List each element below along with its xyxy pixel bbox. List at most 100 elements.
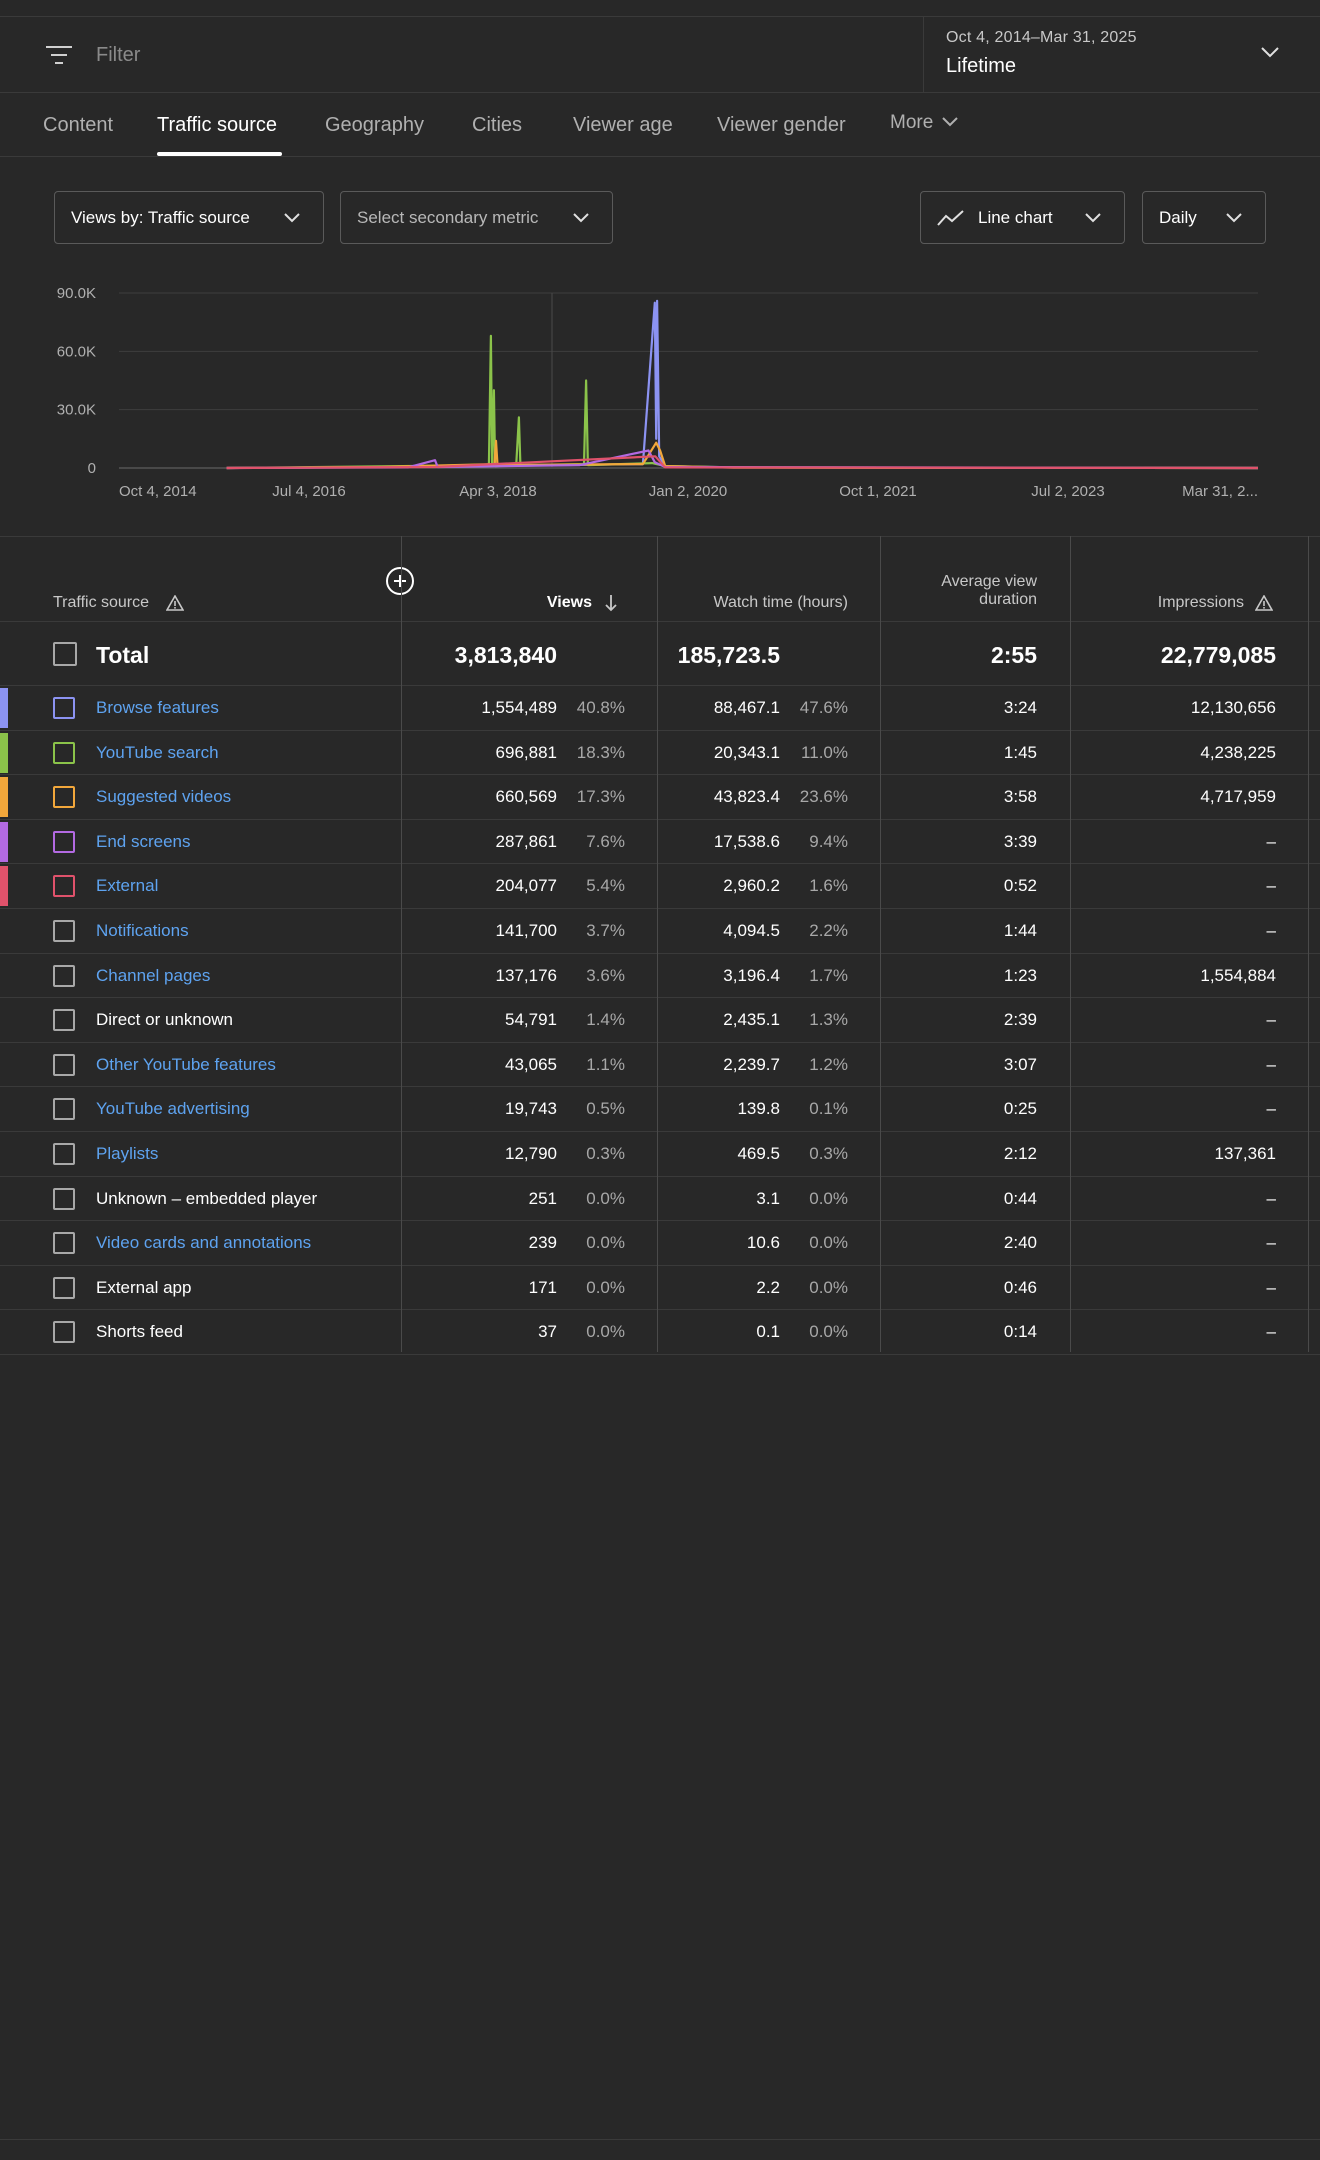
traffic-source-name[interactable]: External — [96, 876, 159, 896]
views-value: 137,176 — [495, 965, 557, 985]
tab-viewer-age[interactable]: Viewer age — [573, 114, 673, 136]
warning-icon[interactable] — [1255, 595, 1273, 611]
traffic-source-name[interactable]: Other YouTube features — [96, 1054, 276, 1074]
watch-time-percent: 1.6% — [809, 876, 848, 896]
views-value: 251 — [528, 1188, 557, 1208]
header-traffic-source[interactable]: Traffic source — [53, 594, 150, 611]
row-checkbox[interactable] — [53, 964, 75, 987]
views-value: 12,790 — [505, 1143, 557, 1163]
secondary-metric-dropdown[interactable]: Select secondary metric — [340, 191, 613, 244]
row-checkbox[interactable] — [53, 1321, 75, 1344]
row-checkbox[interactable] — [53, 1142, 75, 1165]
series-color-bar — [0, 821, 8, 862]
table-row[interactable]: Unknown – embedded player 251 0.0% 3.1 0.0% 0… — [0, 1177, 1320, 1222]
table-row[interactable]: Shorts feed 37 0.0% 0.1 0.0% 0:14 – — [0, 1310, 1320, 1355]
impressions-value: – — [1266, 920, 1276, 940]
watch-time-value: 43,823.4 — [713, 787, 780, 807]
traffic-source-name[interactable]: Video cards and annotations — [96, 1233, 312, 1253]
impressions-value: 4,717,959 — [1200, 787, 1276, 807]
header-impressions[interactable]: Impressions — [1157, 594, 1244, 611]
watch-time-value: 4,094.5 — [723, 920, 780, 940]
table-row[interactable]: Notifications 141,700 3.7% 4,094.5 2.2% 1:44 – — [0, 909, 1320, 954]
metric-dropdown[interactable]: Views by: Traffic source — [54, 191, 324, 244]
table-row[interactable]: End screens 287,861 7.6% 17,538.6 9.4% 3:39 – — [0, 820, 1320, 865]
watch-time-percent: 1.7% — [809, 965, 848, 985]
views-value: 43,065 — [505, 1054, 557, 1074]
header-avg-view-duration[interactable]: Average view duration — [941, 573, 1037, 609]
sort-descending-icon[interactable] — [604, 594, 618, 612]
traffic-source-name[interactable]: Browse features — [96, 698, 219, 717]
traffic-source-name[interactable]: End screens — [96, 831, 191, 851]
views-percent: 1.4% — [586, 1010, 625, 1030]
header-views[interactable]: Views — [546, 594, 592, 611]
row-checkbox[interactable] — [53, 786, 75, 809]
tab-traffic-source[interactable]: Traffic source — [157, 114, 278, 136]
y-tick-label: 30.0K — [57, 402, 96, 419]
row-checkbox[interactable] — [53, 1098, 75, 1121]
interval-label: Daily — [1159, 208, 1197, 227]
filter-input[interactable]: Filter — [96, 44, 141, 66]
header-watch-time[interactable]: Watch time (hours) — [713, 594, 848, 611]
row-checkbox[interactable] — [53, 1232, 75, 1255]
watch-time-percent: 9.4% — [809, 831, 848, 851]
chevron-down-icon — [942, 117, 958, 127]
row-checkbox[interactable] — [53, 741, 75, 764]
date-range-selector[interactable]: Oct 4, 2014–Mar 31, 2025 Lifetime — [923, 17, 1320, 93]
traffic-source-name[interactable]: YouTube advertising — [96, 1099, 250, 1119]
table-row[interactable]: Browse features 1,554,489 40.8% 88,467.1 47.… — [0, 686, 1320, 731]
chart-type-dropdown[interactable]: Line chart — [920, 191, 1125, 244]
tab-more[interactable]: More — [890, 112, 934, 133]
traffic-source-name[interactable]: Channel pages — [96, 965, 211, 985]
row-checkbox[interactable] — [53, 830, 75, 853]
impressions-value: – — [1266, 876, 1276, 896]
watch-time-value: 469.5 — [737, 1143, 780, 1163]
impressions-value: – — [1266, 1233, 1276, 1253]
table-row[interactable]: Other YouTube features 43,065 1.1% 2,239.7 1… — [0, 1043, 1320, 1088]
traffic-source-name[interactable]: Playlists — [96, 1143, 159, 1163]
row-checkbox[interactable] — [53, 919, 75, 942]
row-checkbox[interactable] — [53, 1053, 75, 1076]
series-line — [226, 455, 1259, 470]
table-row[interactable]: Suggested videos 660,569 17.3% 43,823.4 23.6… — [0, 775, 1320, 820]
traffic-source-name[interactable]: YouTube search — [96, 742, 219, 762]
chevron-down-icon — [573, 213, 589, 223]
views-percent: 0.3% — [586, 1143, 625, 1163]
filter-icon[interactable] — [46, 44, 72, 66]
table-row[interactable]: Playlists 12,790 0.3% 469.5 0.3% 2:12 137,361 — [0, 1132, 1320, 1177]
views-percent: 7.6% — [586, 831, 625, 851]
watch-time-value: 2.2 — [756, 1277, 780, 1297]
tab-cities[interactable]: Cities — [472, 114, 523, 136]
total-avg-view-duration: 2:55 — [990, 642, 1037, 668]
table-row[interactable]: Channel pages 137,176 3.6% 3,196.4 1.7% 1:23 1… — [0, 954, 1320, 999]
tab-viewer-gender[interactable]: Viewer gender — [717, 114, 846, 136]
avg-view-duration-value: 2:40 — [1003, 1233, 1037, 1253]
row-checkbox[interactable] — [53, 1009, 75, 1032]
row-checkbox[interactable] — [53, 875, 75, 898]
total-impressions: 22,779,085 — [1160, 642, 1276, 668]
total-checkbox[interactable] — [53, 642, 77, 666]
views-value: 696,881 — [495, 742, 557, 762]
table-row[interactable]: YouTube advertising 19,743 0.5% 139.8 0.1% 0:… — [0, 1087, 1320, 1132]
row-checkbox[interactable] — [53, 1276, 75, 1299]
add-column-button[interactable] — [386, 567, 414, 595]
series-color-bar — [0, 688, 8, 728]
tab-content[interactable]: Content — [43, 114, 114, 136]
impressions-value: – — [1266, 831, 1276, 851]
column-divider — [1070, 536, 1071, 1352]
row-checkbox[interactable] — [53, 1187, 75, 1210]
table-row[interactable]: Video cards and annotations 239 0.0% 10.6 0.… — [0, 1221, 1320, 1266]
traffic-source-name[interactable]: Suggested videos — [96, 787, 232, 807]
traffic-source-name[interactable]: Notifications — [96, 920, 189, 940]
row-checkbox[interactable] — [53, 697, 75, 719]
tab-geography[interactable]: Geography — [325, 114, 424, 136]
table-row[interactable]: Direct or unknown 54,791 1.4% 2,435.1 1.3% 2:… — [0, 998, 1320, 1043]
table-row[interactable]: External 204,077 5.4% 2,960.2 1.6% 0:52 – — [0, 864, 1320, 909]
x-tick-label: Oct 4, 2014 — [119, 483, 197, 500]
avg-view-duration-value: 3:07 — [1003, 1054, 1037, 1074]
warning-icon[interactable] — [166, 595, 184, 611]
table-row[interactable]: YouTube search 696,881 18.3% 20,343.1 11.0% 1… — [0, 731, 1320, 776]
table-row[interactable]: External app 171 0.0% 2.2 0.0% 0:46 – — [0, 1266, 1320, 1311]
interval-dropdown[interactable]: Daily — [1142, 191, 1266, 244]
views-percent: 0.0% — [586, 1233, 625, 1253]
active-tab-indicator — [157, 152, 282, 156]
